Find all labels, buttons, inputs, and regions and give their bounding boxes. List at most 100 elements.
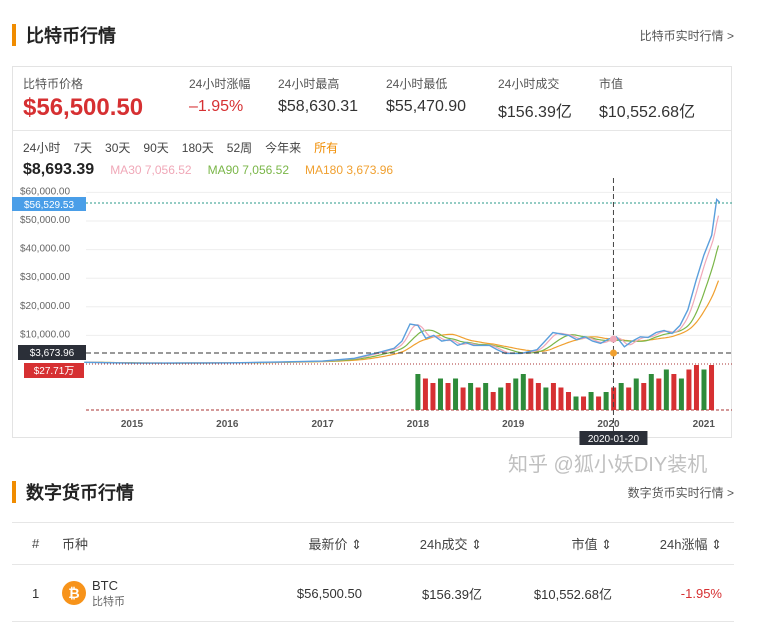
range-tab[interactable]: 7天 xyxy=(73,141,93,155)
x-tick-label: 2016 xyxy=(216,419,239,430)
range-tabs: 24小时 7天 30天 90天 180天 52周 今年来 所有 xyxy=(23,139,338,156)
range-tab[interactable]: 24小时 xyxy=(23,141,61,155)
range-tab[interactable]: 30天 xyxy=(105,141,131,155)
y-tick-label: $10,000.00 xyxy=(20,329,70,340)
bitcoin-icon: ₿ xyxy=(62,581,86,605)
volume-bar xyxy=(581,396,587,410)
watermark: 知乎 @狐小妖DIY装机 xyxy=(508,454,708,476)
section-title: 比特币行情 xyxy=(26,26,116,46)
bitcoin-section-header: 比特币行情 比特币实时行情 > xyxy=(12,22,734,48)
range-tab[interactable]: 所有 xyxy=(314,141,339,155)
sort-volume[interactable]: 24h成交 ⇕ xyxy=(419,537,482,552)
x-tick-label: 2018 xyxy=(407,419,430,430)
y-tick-label: $50,000.00 xyxy=(20,215,70,226)
crypto-table: # 币种 最新价 ⇕ 24h成交 ⇕ 市值 ⇕ 24h涨幅 ⇕ 1 ₿ BTC 比特… xyxy=(12,522,734,622)
volume-bar xyxy=(693,365,699,410)
sort-price[interactable]: 最新价 ⇕ xyxy=(308,537,362,552)
volume-bar xyxy=(437,378,443,410)
volume-bar xyxy=(543,387,549,410)
volume-tag xyxy=(24,363,84,378)
bitcoin-chart-card: 比特币价格 $56,500.50 24小时涨幅 –1.95% 24小时最高 $58,6… xyxy=(12,66,732,438)
table-row[interactable]: 1 ₿ BTC 比特币 $56,500.50 $156.39亿 $10,552.68… xyxy=(12,564,734,622)
stat-volume: 24小时成交 $156.39亿 xyxy=(498,77,572,121)
volume-bar xyxy=(445,383,451,410)
volume-bar xyxy=(535,383,541,410)
section-title: 数字货币行情 xyxy=(26,483,134,503)
volume-bar xyxy=(596,396,602,410)
stats-row: 比特币价格 $56,500.50 24小时涨幅 –1.95% 24小时最高 $58,6… xyxy=(13,67,731,131)
price-tag-text: $56,529.53 xyxy=(24,200,74,211)
date-tag-text: 2020-01-20 xyxy=(588,434,640,445)
volume-bar xyxy=(633,378,639,410)
current-price: $8,693.39 xyxy=(23,161,95,178)
volume-bar xyxy=(618,383,624,410)
stat-price: 比特币价格 $56,500.50 xyxy=(23,77,144,121)
volume-bar xyxy=(475,387,481,410)
sort-change[interactable]: 24h涨幅 ⇕ xyxy=(659,537,722,552)
volume-bar xyxy=(520,374,526,410)
stat-high: 24小时最高 $58,630.31 xyxy=(278,77,359,115)
volume-bar xyxy=(430,383,436,410)
volume-bar xyxy=(671,374,677,410)
range-tab[interactable]: 180天 xyxy=(181,141,214,155)
volume-bar xyxy=(415,374,421,410)
stat-low: 24小时最低 $55,470.90 xyxy=(386,77,467,115)
volume-bar xyxy=(709,365,715,410)
stat-change: 24小时涨幅 –1.95% xyxy=(189,77,251,115)
volume-bar xyxy=(422,378,428,410)
crypto-realtime-link[interactable]: 数字货币实时行情 > xyxy=(627,485,734,500)
ma-tag xyxy=(18,345,86,360)
volume-bar xyxy=(528,378,534,410)
realtime-link[interactable]: 比特币实时行情 > xyxy=(639,28,734,43)
stat-market-cap: 市值 $10,552.68亿 xyxy=(599,77,696,121)
table-header: # 币种 最新价 ⇕ 24h成交 ⇕ 市值 ⇕ 24h涨幅 ⇕ xyxy=(12,522,734,564)
volume-bar xyxy=(513,378,519,410)
x-tick-label: 2015 xyxy=(121,419,144,430)
x-tick-label: 2021 xyxy=(693,419,716,430)
range-tab[interactable]: 今年来 xyxy=(265,141,302,155)
volume-bar xyxy=(641,383,647,410)
x-tick-label: 2017 xyxy=(311,419,334,430)
volume-bar xyxy=(483,383,489,410)
volume-bar xyxy=(701,369,707,410)
volume-bar xyxy=(648,374,654,410)
crypto-section-header: 数字货币行情 数字货币实时行情 > xyxy=(12,479,734,505)
ma180-line xyxy=(84,280,720,364)
volume-bar xyxy=(498,387,504,410)
y-tick-label: $20,000.00 xyxy=(20,301,70,312)
price-line xyxy=(84,198,721,364)
y-tick-label: $30,000.00 xyxy=(20,272,70,283)
volume-bar xyxy=(678,378,684,410)
accent-bar xyxy=(12,481,16,503)
volume-bar xyxy=(460,387,466,410)
volume-bar xyxy=(588,392,594,410)
x-tick-label: 2020 xyxy=(597,419,620,430)
volume-bar xyxy=(603,392,609,410)
volume-bar xyxy=(573,396,579,410)
y-tick-label: $40,000.00 xyxy=(20,244,70,255)
volume-bar xyxy=(550,383,556,410)
ma90-label: MA90 7,056.52 xyxy=(207,163,289,177)
sort-cap[interactable]: 市值 ⇕ xyxy=(571,537,612,552)
volume-bar xyxy=(490,392,496,410)
volume-bar xyxy=(686,369,692,410)
ma-legend: $8,693.39 MA30 7,056.52 MA90 7,056.52 MA… xyxy=(23,161,393,179)
volume-bar xyxy=(565,392,571,410)
ma30-label: MA30 7,056.52 xyxy=(110,163,192,177)
volume-tag-text: $27.71万 xyxy=(34,366,75,377)
volume-bar xyxy=(656,378,662,410)
range-tab[interactable]: 90天 xyxy=(143,141,169,155)
x-tick-label: 2019 xyxy=(502,419,525,430)
y-tick-label: $60,000.00 xyxy=(20,186,70,197)
volume-bar xyxy=(626,387,632,410)
volume-bar xyxy=(663,369,669,410)
price-chart[interactable]: $60,000.00 $50,000.00 $40,000.00 $30,000.00… xyxy=(0,0,757,460)
ma-tag-text: $3,673.96 xyxy=(30,348,75,359)
price-tag xyxy=(12,197,86,211)
ma180-label: MA180 3,673.96 xyxy=(305,163,394,177)
accent-bar xyxy=(12,24,16,46)
crosshair-dot xyxy=(609,349,617,357)
volume-bar xyxy=(453,378,459,410)
volume-bar xyxy=(558,387,564,410)
range-tab[interactable]: 52周 xyxy=(226,141,253,155)
